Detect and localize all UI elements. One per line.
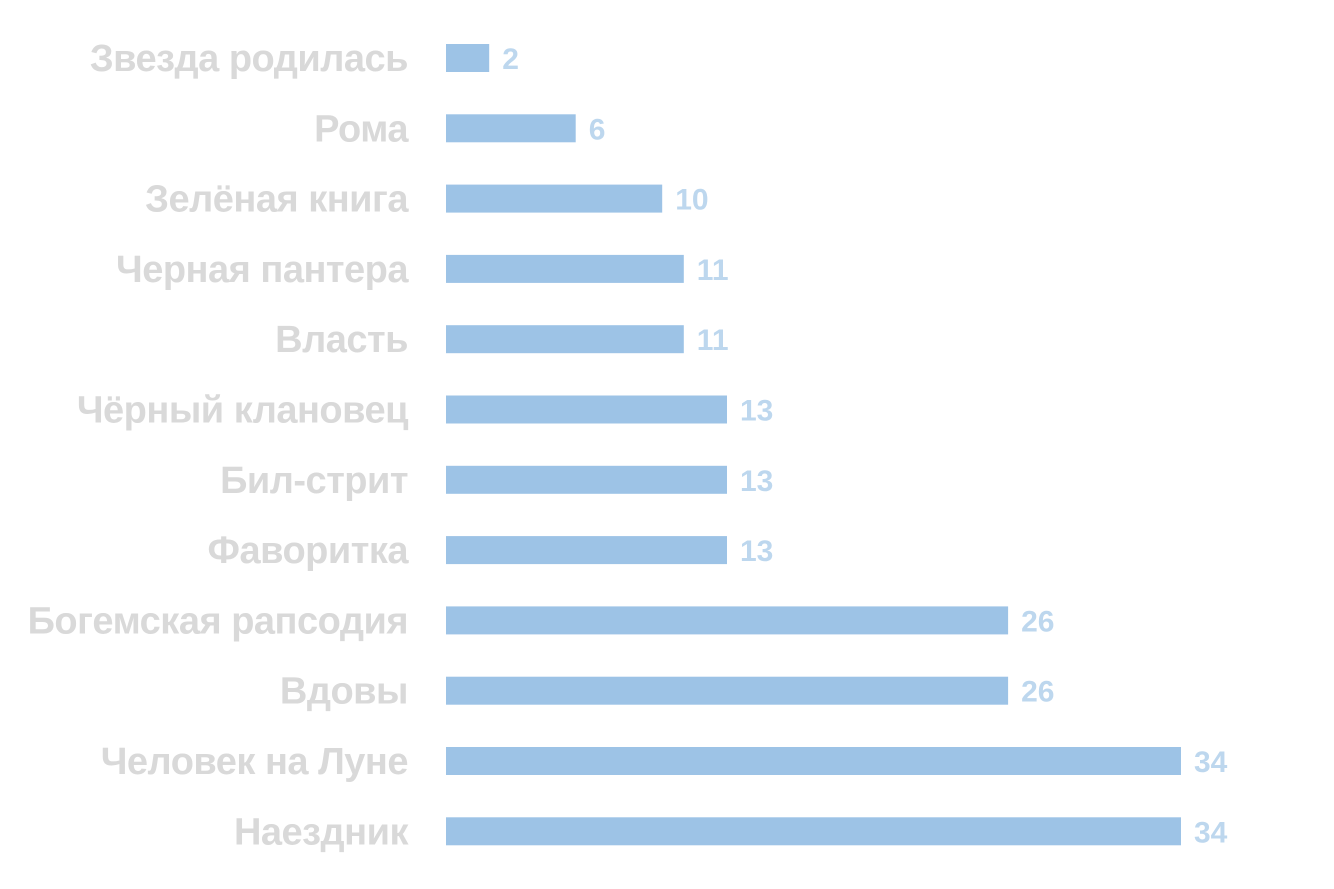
category-labels-layer: Звезда родилась Рома Зелёная книга Черная п… — [28, 38, 410, 853]
bar — [446, 676, 1009, 705]
value-label: 26 — [1021, 605, 1054, 638]
value-label: 11 — [697, 324, 729, 357]
category-label: Черная пантера — [116, 249, 409, 291]
bar — [446, 747, 1181, 775]
bar — [446, 44, 490, 72]
value-label: 2 — [502, 43, 519, 76]
value-label: 13 — [740, 465, 773, 498]
bar — [446, 817, 1181, 846]
category-label: Власть — [275, 319, 408, 361]
bar — [446, 325, 684, 354]
value-label: 26 — [1021, 676, 1054, 709]
bar — [446, 254, 684, 283]
category-label: Человек на Луне — [101, 741, 408, 783]
bar — [446, 184, 663, 213]
value-label: 6 — [589, 113, 606, 146]
value-label: 34 — [1194, 746, 1228, 779]
category-label: Зелёная книга — [145, 179, 409, 221]
category-label: Богемская рапсодия — [28, 600, 408, 642]
category-label: Вдовы — [280, 671, 408, 713]
bar — [446, 536, 727, 565]
category-label: Чёрный клановец — [77, 390, 409, 432]
bars-layer — [446, 44, 1181, 846]
value-label: 13 — [740, 535, 773, 568]
value-label: 34 — [1194, 816, 1228, 849]
category-label: Наездник — [234, 811, 410, 853]
category-label: Рома — [314, 108, 409, 150]
bar — [446, 114, 576, 143]
category-label: Бил-стрит — [220, 460, 408, 502]
bar — [446, 606, 1009, 635]
category-label: Фаворитка — [208, 530, 410, 572]
value-label: 10 — [675, 184, 708, 217]
bar — [446, 395, 727, 424]
category-label: Звезда родилась — [90, 38, 408, 80]
bar — [446, 465, 727, 494]
value-label: 11 — [697, 254, 729, 287]
value-label: 13 — [740, 395, 773, 428]
